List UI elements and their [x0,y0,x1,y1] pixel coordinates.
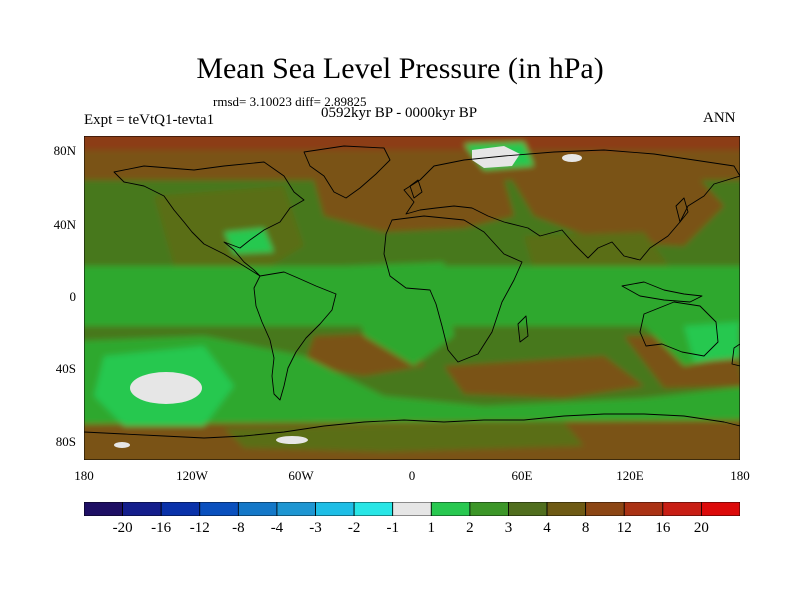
coast-africa [383,215,523,363]
coast-antarctica [84,413,740,439]
colorbar-label: -4 [270,520,284,536]
colorbar-box [662,502,702,516]
colorbar-box [160,502,201,516]
colorbar-label: -16 [151,520,172,536]
coast-new-zealand [731,343,740,367]
figure-title: Mean Sea Level Pressure (in hPa) [196,52,604,85]
colorbar-box [237,502,278,516]
lon-label-60e: 60E [511,468,533,483]
field-weddell-white [114,442,130,448]
lon-label-0: 0 [408,468,416,483]
colorbar-label: 16 [655,520,671,536]
colorbar-label: -8 [232,520,245,536]
colorbar-box [84,502,123,516]
field-kara-white [562,154,582,162]
colorbar-box [199,502,239,516]
colorbar-box [508,502,548,516]
lon-label-120e: 120E [616,468,644,483]
coast-japan [675,197,689,223]
field-antarctic-olive [224,422,584,452]
lon-label-180w: 180 [74,468,94,483]
coast-south-america [253,271,337,401]
field-sp-low-white [130,372,202,404]
coastlines [84,145,740,439]
colorbar-label: -12 [189,520,210,536]
colorbar-box [315,502,355,516]
field-indian-green [684,322,740,362]
stats-text: rmsd= 3.10023 diff= 2.89825 [213,94,367,109]
lat-label-40n: 40N [53,217,76,232]
coast-indonesia [621,281,703,303]
pressure-map [84,136,740,460]
colorbar-box [623,502,664,516]
coast-eurasia [403,149,740,261]
coast-greenland [303,145,391,199]
colorbar [84,502,740,516]
colorbar-box [353,502,394,516]
colorbar-box [546,502,587,516]
field-south-indian-brown [444,356,644,398]
lat-label-80s: 80S [55,434,76,449]
lat-label-40s: 40S [55,361,76,376]
lon-label-180e: 180 [730,468,750,483]
colorbar-box [469,502,509,516]
colorbar-box [122,502,162,516]
season-label: ANN [703,110,736,126]
colorbar-box [701,502,740,516]
field-south-atlantic-green [344,262,454,366]
coast-uk [409,179,423,199]
colorbar-label: -20 [112,520,133,536]
colorbar-label: -3 [309,520,322,536]
coast-madagascar [517,315,529,343]
field-southern-green [84,336,740,426]
colorbar-label: 20 [693,520,709,536]
colorbar-label: 4 [543,520,551,536]
colorbar-label: -2 [347,520,361,536]
colorbar-label: 1 [427,520,436,536]
lon-label-60w: 60W [288,468,314,483]
colorbar-label: 2 [466,520,474,536]
colorbar-box [392,502,432,516]
field-pacific-high [154,186,304,276]
colorbar-label: 3 [504,520,513,536]
colorbar-box [276,502,316,516]
colorbar-box [585,502,625,516]
field-atlantic-high [314,180,514,232]
coast-australia [639,301,719,357]
lat-label-0: 0 [69,289,77,304]
colorbar-label: 8 [581,520,590,536]
colorbar-box [430,502,471,516]
field-asia-brown [504,162,724,246]
field-ross-white [276,436,308,444]
colorbar-label: 12 [616,520,632,536]
experiment-label: Expt = teVtQ1-tevta1 [84,112,215,128]
field-arctic-brown [84,136,740,152]
lon-label-120w: 120W [176,468,208,483]
coast-north-america [113,161,305,277]
lat-label-80n: 80N [53,143,76,158]
period-text: 0592kyr BP - 0000kyr BP [321,105,478,121]
colorbar-label: -1 [386,520,399,536]
